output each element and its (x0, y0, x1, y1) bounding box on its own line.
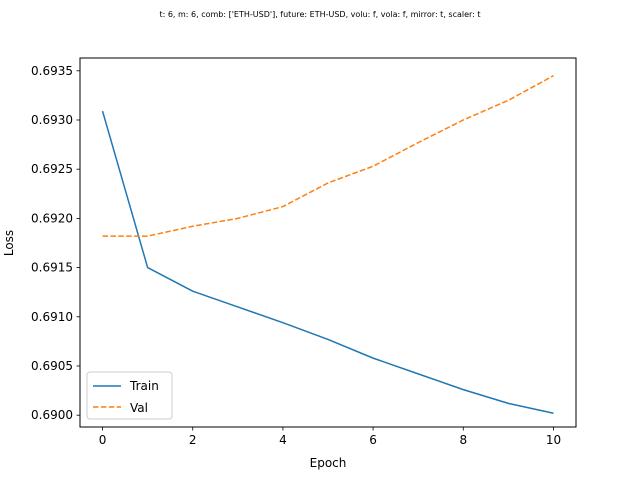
y-tick-label: 0.6900 (31, 408, 73, 422)
x-tick-label: 6 (369, 433, 377, 447)
y-tick-label: 0.6905 (31, 359, 73, 373)
legend-label-train: Train (129, 379, 159, 393)
legend-label-val: Val (130, 401, 148, 415)
y-tick-label: 0.6930 (31, 113, 73, 127)
chart-title: t: 6, m: 6, comb: ['ETH-USD'], future: E… (159, 10, 480, 19)
y-tick-label: 0.6915 (31, 261, 73, 275)
y-axis-label: Loss (2, 230, 16, 256)
axes-frame (79, 57, 577, 428)
x-tick-label: 8 (459, 433, 467, 447)
legend-frame (86, 371, 173, 420)
series-line-train (101, 110, 554, 414)
y-tick-label: 0.6910 (31, 310, 73, 324)
y-tick-label: 0.6920 (31, 211, 73, 225)
series-line-val (102, 75, 554, 237)
y-tick-label: 0.6925 (31, 162, 73, 176)
axis-ticks: 0 2 4 6 8 10 0.6900 0.6905 0.6910 0.6915 0.6920 0.6… (31, 64, 561, 447)
legend: Train Val (86, 371, 173, 420)
x-tick-label: 10 (546, 433, 561, 447)
x-axis-label: Epoch (310, 456, 347, 470)
x-tick-label: 2 (189, 433, 197, 447)
plot-area (101, 75, 554, 414)
y-tick-label: 0.6935 (31, 64, 73, 78)
x-tick-label: 0 (99, 433, 107, 447)
x-tick-label: 4 (279, 433, 287, 447)
